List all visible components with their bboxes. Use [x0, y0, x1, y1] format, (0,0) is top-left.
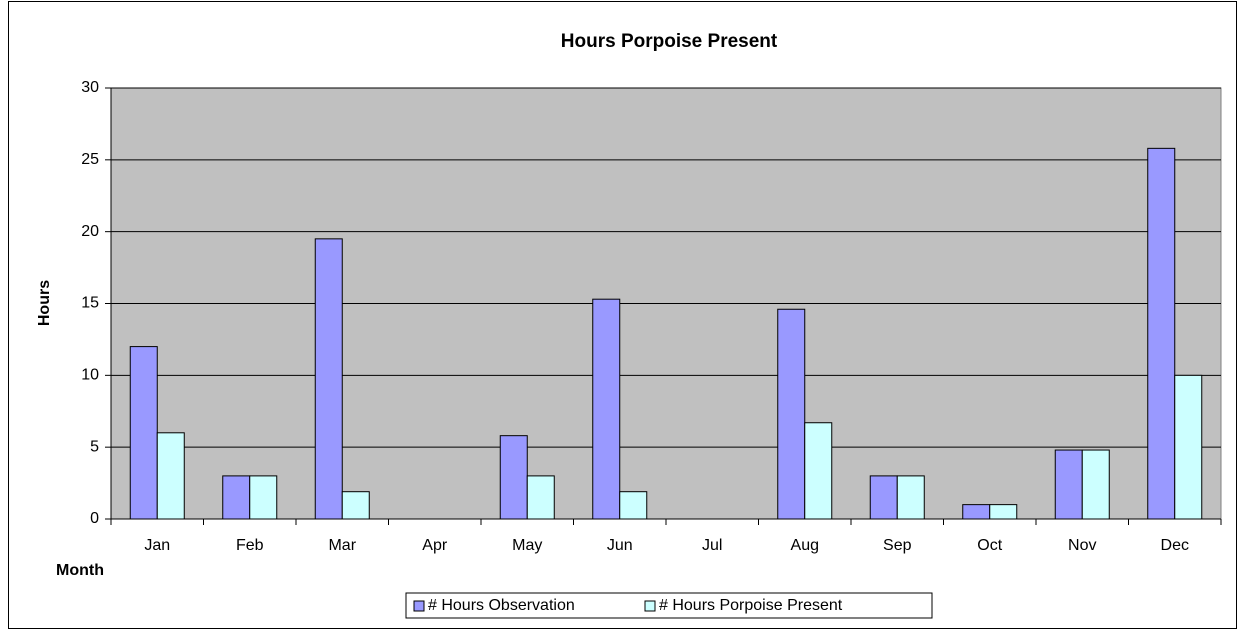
bar	[777, 308, 806, 520]
x-tick-label: Apr	[422, 537, 448, 554]
legend-label: # Hours Observation	[428, 597, 575, 614]
bar	[526, 475, 555, 520]
legend-swatch	[413, 600, 425, 612]
bar	[1174, 374, 1203, 520]
bar	[156, 432, 185, 520]
bar	[869, 475, 898, 520]
legend-label: # Hours Porpoise Present	[659, 597, 843, 614]
x-tick-label: Jan	[144, 537, 170, 554]
y-tick-label: 20	[81, 223, 99, 240]
x-tick-label: Feb	[236, 537, 264, 554]
bar	[341, 491, 370, 520]
x-tick-label: Oct	[977, 537, 1002, 554]
bar	[962, 504, 991, 520]
bar	[129, 346, 158, 520]
bar	[1054, 449, 1083, 520]
y-tick-label: 15	[81, 295, 99, 312]
chart-title: Hours Porpoise Present	[561, 31, 778, 52]
y-axis-label: Hours	[36, 280, 53, 326]
bar	[592, 298, 621, 520]
bar	[619, 491, 648, 520]
bar	[222, 475, 251, 520]
bar	[1147, 147, 1176, 520]
x-tick-label: Nov	[1068, 537, 1096, 554]
legend-box	[405, 592, 933, 619]
x-axis-label: Month	[56, 562, 104, 579]
y-tick-label: 30	[81, 79, 99, 96]
bar	[314, 238, 343, 520]
bar	[1081, 449, 1110, 520]
x-tick-label: Dec	[1161, 537, 1189, 554]
y-tick-label: 0	[90, 510, 99, 527]
y-tick-label: 5	[90, 438, 99, 455]
x-tick-label: Sep	[883, 537, 912, 554]
bar	[499, 435, 528, 520]
x-tick-label: Jul	[702, 537, 722, 554]
x-tick-label: May	[512, 537, 542, 554]
x-tick-label: Aug	[791, 537, 819, 554]
bar	[249, 475, 278, 520]
bar	[804, 422, 833, 520]
bar	[896, 475, 925, 520]
x-tick-label: Mar	[328, 537, 356, 554]
y-tick-label: 10	[81, 367, 99, 384]
y-tick-label: 25	[81, 151, 99, 168]
legend-swatch	[644, 600, 656, 612]
x-tick-label: Jun	[607, 537, 633, 554]
bar	[989, 504, 1018, 520]
